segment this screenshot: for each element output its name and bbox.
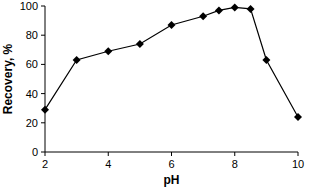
x-tick-label: 2	[42, 158, 48, 170]
x-tick	[234, 152, 235, 156]
marker	[247, 5, 255, 13]
y-axis-label: Recovery, %	[1, 43, 15, 114]
y-tick-label: 60	[26, 58, 38, 70]
y-tick-label: 20	[26, 117, 38, 129]
y-tick-label: 80	[26, 29, 38, 41]
marker	[168, 21, 176, 29]
marker	[136, 40, 144, 48]
marker	[231, 3, 239, 11]
y-axis	[45, 6, 46, 152]
y-tick-label: 40	[26, 88, 38, 100]
marker	[215, 6, 223, 14]
y-tick	[41, 64, 45, 65]
y-tick	[41, 35, 45, 36]
series-line	[45, 7, 298, 117]
x-tick	[45, 152, 46, 156]
marker	[104, 47, 112, 55]
y-tick-label: 100	[20, 0, 38, 12]
marker	[73, 56, 81, 64]
y-tick	[41, 6, 45, 7]
x-tick-label: 10	[292, 158, 304, 170]
plot-area	[41, 3, 302, 121]
x-tick-label: 6	[168, 158, 174, 170]
marker	[41, 106, 49, 114]
y-tick	[41, 152, 45, 153]
x-tick-label: 8	[232, 158, 238, 170]
marker	[199, 12, 207, 20]
y-tick-label: 0	[32, 146, 38, 158]
chart: 0 20 40 60 80 100 2 4 6 8 10 pH Recovery, %	[0, 0, 315, 189]
x-tick	[171, 152, 172, 156]
y-tick	[41, 122, 45, 123]
x-tick-label: 4	[105, 158, 111, 170]
y-tick	[41, 93, 45, 94]
x-tick	[108, 152, 109, 156]
marker	[294, 113, 302, 121]
marker	[262, 56, 270, 64]
x-tick	[298, 152, 299, 156]
x-axis-label: pH	[164, 173, 180, 187]
